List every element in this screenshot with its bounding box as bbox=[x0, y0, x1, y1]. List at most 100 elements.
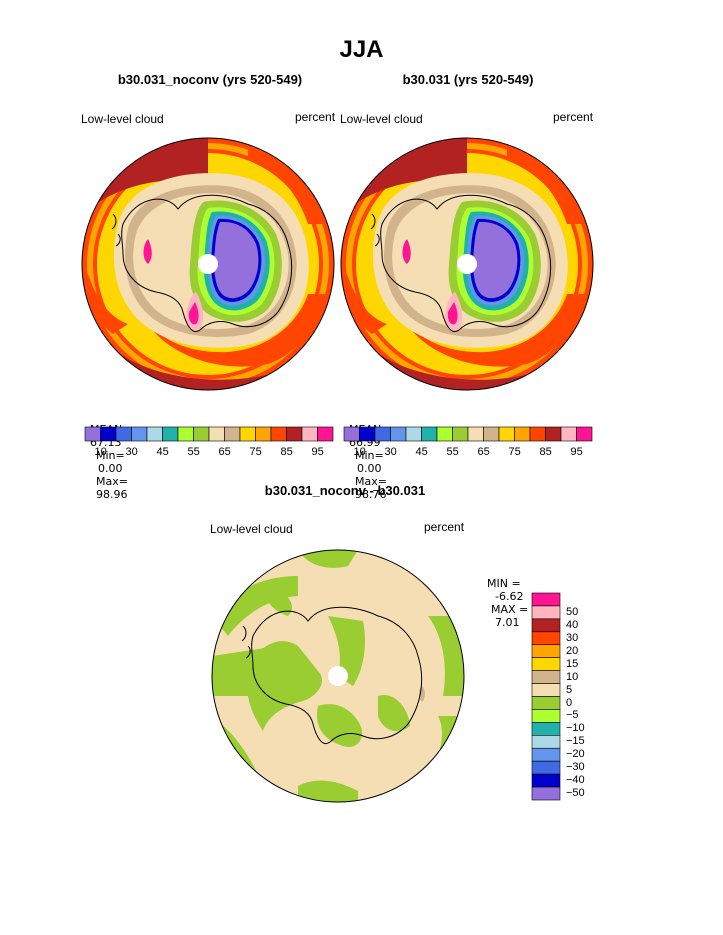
colorbar-swatch bbox=[84, 426, 101, 442]
colorbar-tick-label: 30 bbox=[566, 631, 579, 644]
colorbar-swatch bbox=[343, 426, 360, 442]
colorbar-swatch bbox=[421, 426, 438, 442]
colorbar-swatch bbox=[405, 426, 422, 442]
colorbar-tick-label: 55 bbox=[187, 446, 200, 458]
colorbar-tick-label: 10 bbox=[353, 446, 366, 458]
colorbar-tick-label: 45 bbox=[415, 446, 428, 458]
colorbar-tick-label: −50 bbox=[566, 787, 585, 800]
colorbar-swatch bbox=[270, 426, 287, 442]
panel1-variable-label: Low-level cloud bbox=[81, 112, 164, 126]
panel2-colorbar bbox=[343, 426, 593, 442]
colorbar-swatch bbox=[531, 618, 561, 633]
colorbar-tick-label: 65 bbox=[477, 446, 490, 458]
colorbar-tick-label: 95 bbox=[311, 446, 324, 458]
colorbar-swatch bbox=[560, 426, 577, 442]
panel1-max-value: 98.96 bbox=[96, 488, 128, 501]
colorbar-tick-label: 45 bbox=[156, 446, 169, 458]
colorbar-swatch bbox=[531, 696, 561, 710]
colorbar-swatch bbox=[576, 426, 593, 442]
panel2-max-value: 98.76 bbox=[355, 488, 387, 501]
colorbar-tick-label: −5 bbox=[566, 709, 579, 722]
colorbar-swatch bbox=[255, 426, 272, 442]
colorbar-swatch bbox=[531, 644, 561, 658]
colorbar-tick-label: 40 bbox=[566, 618, 579, 631]
colorbar-swatch bbox=[208, 426, 225, 442]
colorbar-swatch bbox=[452, 426, 469, 442]
colorbar-swatch bbox=[531, 747, 561, 762]
colorbar-swatch bbox=[531, 773, 561, 788]
colorbar-swatch bbox=[498, 426, 515, 442]
panel1-min-label: Min= bbox=[96, 449, 125, 462]
colorbar-swatch bbox=[531, 592, 561, 607]
colorbar-tick-label: 95 bbox=[570, 446, 583, 458]
colorbar-tick-label: −10 bbox=[566, 722, 585, 735]
colorbar-swatch bbox=[531, 683, 561, 697]
colorbar-tick-label: 85 bbox=[280, 446, 293, 458]
colorbar-tick-label: 5 bbox=[566, 683, 573, 696]
panel1-colorbar bbox=[84, 426, 334, 442]
colorbar-swatch bbox=[131, 426, 148, 442]
colorbar-tick-label: −40 bbox=[566, 774, 585, 787]
colorbar-tick-label: −30 bbox=[566, 761, 585, 774]
colorbar-tick-label: −15 bbox=[566, 735, 585, 748]
panel3-colorbar-ticks: 50 40 30 20 15 10 5 0 −5 −10 −15 −20 −30 −40 −50 bbox=[566, 600, 606, 800]
colorbar-swatch bbox=[531, 709, 561, 723]
colorbar-swatch bbox=[531, 670, 561, 684]
colorbar-swatch bbox=[436, 426, 453, 442]
panel2-title: b30.031 (yrs 520-549) bbox=[402, 72, 534, 87]
colorbar-swatch bbox=[531, 631, 561, 646]
colorbar-tick-label: 55 bbox=[446, 446, 459, 458]
colorbar-swatch bbox=[514, 426, 531, 442]
panel3-variable-label: Low-level cloud bbox=[210, 522, 293, 536]
panel3-units-label: percent bbox=[424, 520, 465, 534]
colorbar-tick-label: 85 bbox=[539, 446, 552, 458]
colorbar-tick-label: 20 bbox=[566, 644, 579, 657]
panel2-units-label: percent bbox=[553, 110, 594, 124]
panel3-min-value: -6.62 bbox=[495, 590, 524, 603]
colorbar-swatch bbox=[317, 426, 334, 442]
colorbar-tick-label: 10 bbox=[94, 446, 107, 458]
colorbar-swatch bbox=[193, 426, 210, 442]
colorbar-swatch bbox=[301, 426, 318, 442]
colorbar-tick-label: 10 bbox=[566, 670, 579, 683]
colorbar-swatch bbox=[239, 426, 256, 442]
colorbar-swatch bbox=[531, 786, 561, 801]
colorbar-tick-label: 50 bbox=[566, 605, 579, 618]
colorbar-swatch bbox=[467, 426, 484, 442]
panel3-max-value: 7.01 bbox=[495, 616, 520, 629]
colorbar-swatch bbox=[115, 426, 132, 442]
colorbar-swatch bbox=[100, 426, 117, 442]
panel2-variable-label: Low-level cloud bbox=[340, 112, 423, 126]
colorbar-swatch bbox=[146, 426, 163, 442]
panel3-max-label: MAX = bbox=[491, 603, 529, 616]
colorbar-swatch bbox=[531, 605, 561, 620]
panel3-stats: MIN = -6.62 MAX = 7.01 bbox=[480, 564, 528, 629]
panel1-units-label: percent bbox=[295, 110, 336, 124]
colorbar-swatch bbox=[162, 426, 179, 442]
panel2-map bbox=[327, 124, 607, 404]
panel2-colorbar-ticks: 10 30 45 55 65 75 85 95 bbox=[344, 446, 594, 460]
colorbar-swatch bbox=[529, 426, 546, 442]
colorbar-swatch bbox=[483, 426, 500, 442]
colorbar-tick-label: 30 bbox=[125, 446, 138, 458]
panel3-map bbox=[212, 550, 464, 802]
colorbar-swatch bbox=[390, 426, 407, 442]
panel1-title: b30.031_noconv (yrs 520-549) bbox=[117, 72, 303, 87]
panel3-colorbar bbox=[531, 592, 561, 801]
colorbar-tick-label: −20 bbox=[566, 748, 585, 761]
panel2-min-value: 0.00 bbox=[357, 462, 382, 475]
colorbar-swatch bbox=[531, 760, 561, 775]
figure-title: JJA bbox=[339, 36, 384, 63]
panel2-max-label: Max= bbox=[355, 475, 387, 488]
colorbar-tick-label: 75 bbox=[249, 446, 262, 458]
colorbar-swatch bbox=[374, 426, 391, 442]
colorbar-swatch bbox=[531, 657, 561, 671]
colorbar-tick-label: 15 bbox=[566, 657, 579, 670]
panel2-min-label: Min= bbox=[355, 449, 384, 462]
panel1-max-label: Max= bbox=[96, 475, 128, 488]
colorbar-tick-label: 65 bbox=[218, 446, 231, 458]
colorbar-tick-label: 30 bbox=[384, 446, 397, 458]
colorbar-swatch bbox=[531, 735, 561, 749]
colorbar-tick-label: 75 bbox=[508, 446, 521, 458]
